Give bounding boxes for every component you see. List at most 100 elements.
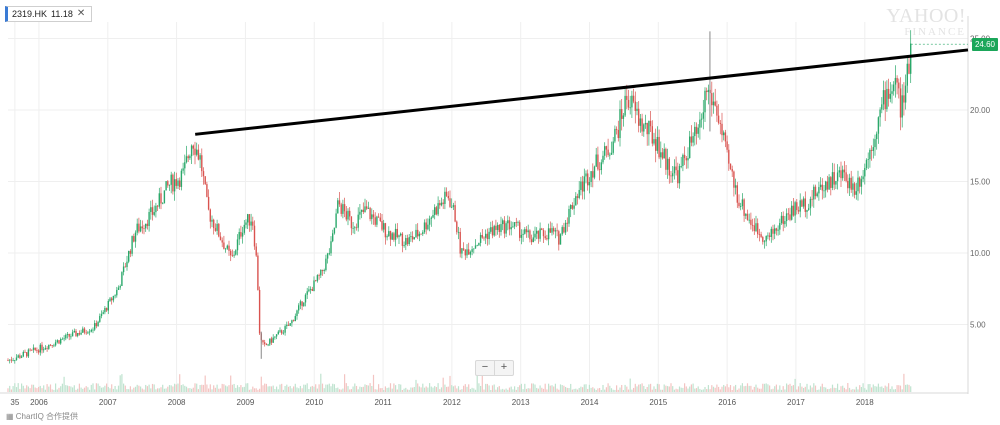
- candle-body: [29, 349, 31, 351]
- candle-body: [848, 177, 851, 189]
- candle-body: [457, 231, 460, 233]
- volume-bar: [335, 388, 337, 392]
- candle-body: [821, 184, 823, 191]
- candle-body: [184, 162, 186, 169]
- candle-body: [723, 132, 725, 136]
- zoom-out-button[interactable]: −: [481, 361, 489, 373]
- candle-body: [512, 226, 514, 228]
- candle-body: [585, 173, 587, 177]
- candle-body: [109, 298, 111, 301]
- volume-bar: [446, 386, 448, 392]
- volume-bar: [672, 386, 674, 392]
- volume-bar: [711, 385, 713, 392]
- volume-bar: [345, 383, 347, 392]
- volume-bar: [141, 388, 143, 392]
- volume-bar: [19, 388, 21, 392]
- candle-body: [78, 333, 81, 335]
- volume-bar: [187, 388, 189, 392]
- volume-bar: [527, 388, 529, 392]
- candle-body: [111, 298, 113, 301]
- volume-bar: [701, 389, 703, 392]
- candle-body: [828, 177, 830, 190]
- candle-body: [767, 235, 769, 237]
- candle-body: [20, 356, 23, 358]
- candle-body: [141, 226, 143, 229]
- volume-bar: [293, 386, 295, 392]
- volume-bar: [677, 389, 679, 392]
- candle-body: [211, 219, 213, 222]
- volume-bar: [90, 384, 92, 392]
- candle-body: [663, 148, 665, 159]
- candle-body: [119, 286, 121, 288]
- volume-bar: [17, 383, 19, 392]
- volume-bar: [820, 386, 822, 392]
- volume-bar: [653, 386, 655, 392]
- volume-bar: [43, 385, 45, 392]
- volume-bar: [894, 389, 896, 392]
- close-icon[interactable]: ✕: [76, 8, 86, 19]
- candle-body: [332, 233, 334, 242]
- candle-body: [333, 227, 336, 234]
- candle-body: [689, 136, 691, 159]
- candle-body: [107, 300, 109, 311]
- candle-body: [757, 223, 759, 235]
- volume-bar: [134, 386, 137, 392]
- volume-bar: [808, 389, 810, 392]
- symbol-tag[interactable]: 2319.HK 11.18 ✕: [5, 6, 93, 22]
- volume-bar: [663, 384, 665, 392]
- candle-body: [36, 349, 38, 351]
- volume-bar: [259, 388, 261, 392]
- volume-bar: [430, 386, 432, 392]
- candle-body: [794, 202, 796, 216]
- candle-body: [117, 287, 120, 291]
- candle-body: [31, 349, 33, 351]
- volume-bar: [483, 389, 485, 392]
- volume-bar: [376, 389, 378, 392]
- volume-bar: [289, 385, 291, 392]
- candle-body: [576, 196, 579, 198]
- volume-bar: [610, 388, 613, 392]
- candle-body: [672, 173, 674, 177]
- candle-body: [515, 222, 517, 223]
- candle-body: [541, 228, 543, 231]
- candle-body: [9, 359, 11, 361]
- candle-body: [683, 154, 686, 159]
- volume-bar: [281, 383, 283, 392]
- candle-body: [432, 214, 434, 218]
- volume-bar: [158, 388, 160, 392]
- volume-bar: [724, 386, 726, 392]
- zoom-in-button[interactable]: +: [494, 361, 513, 375]
- volume-bar: [629, 378, 631, 392]
- candle-body: [692, 136, 694, 143]
- candle-body: [401, 233, 404, 246]
- volume-bar: [757, 387, 759, 392]
- candle-body: [372, 214, 375, 218]
- volume-bar: [417, 383, 419, 392]
- candle-body: [371, 214, 373, 220]
- volume-bar: [185, 386, 188, 392]
- candle-body: [112, 295, 115, 301]
- volume-bar: [791, 385, 793, 392]
- volume-bar: [695, 388, 698, 392]
- y-tick-label: 20.00: [970, 106, 991, 115]
- candle-body: [724, 132, 727, 142]
- candle-body: [485, 233, 487, 238]
- x-tick-label: 2012: [443, 398, 461, 407]
- candle-body: [668, 158, 670, 176]
- candle-body: [500, 224, 502, 232]
- candle-body: [831, 172, 834, 188]
- volume-bar: [330, 386, 332, 392]
- volume-bar: [15, 387, 18, 392]
- candle-body: [792, 205, 795, 216]
- candle-body: [231, 255, 234, 257]
- volume-bar: [619, 387, 621, 392]
- volume-bar: [396, 389, 398, 392]
- volume-bar: [616, 385, 618, 392]
- volume-bar: [882, 388, 885, 392]
- candle-body: [14, 360, 16, 361]
- candle-body: [156, 205, 159, 207]
- volume-bar: [243, 386, 245, 392]
- candle-body: [233, 254, 235, 256]
- candle-body: [587, 173, 589, 186]
